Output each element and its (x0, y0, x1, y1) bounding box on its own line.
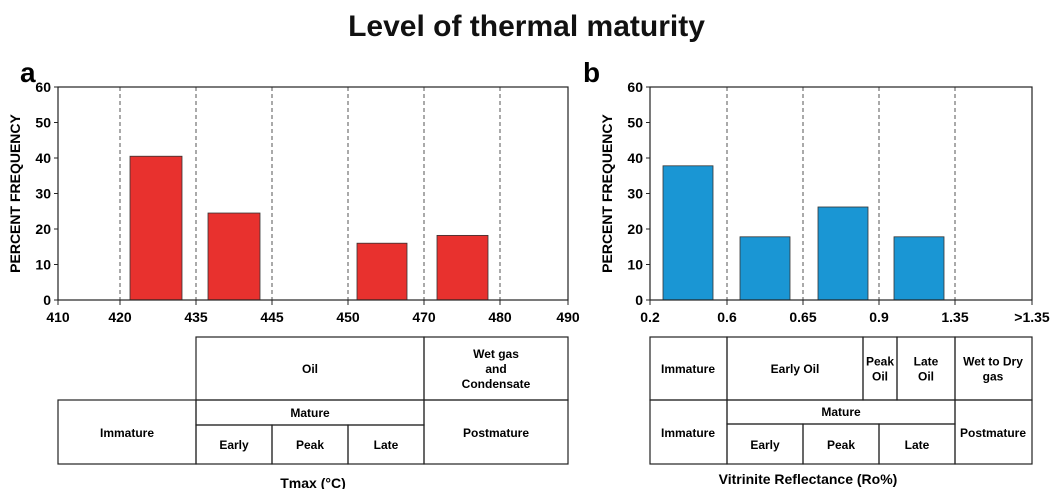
x-tick-label: 480 (488, 309, 512, 325)
y-tick-label: 30 (627, 186, 643, 202)
bar (356, 242, 408, 301)
table-cell-postmature: Postmature (463, 426, 529, 440)
table-cell-oil: Oil (302, 362, 318, 376)
table-cell-mature: Mature (290, 406, 330, 420)
x-tick-label: 0.2 (640, 309, 660, 325)
table-cell-postmature: Postmature (960, 426, 1026, 440)
y-tick-label: 0 (43, 292, 51, 308)
x-tick-label: 0.9 (869, 309, 889, 325)
table-cell (862, 336, 898, 401)
x-tick-label: 450 (336, 309, 360, 325)
y-tick-label: 60 (35, 79, 51, 95)
table-cell-late-oil: Late Oil (914, 355, 939, 384)
bar (207, 212, 261, 301)
bar (436, 234, 489, 301)
table-cell-mature: Mature (821, 405, 861, 419)
bar (129, 155, 183, 301)
table-cell-early-oil: Early Oil (771, 362, 820, 376)
y-tick-label: 40 (35, 150, 51, 166)
table-cell-immature: Immature (100, 426, 154, 440)
table-cell (954, 399, 1033, 465)
table-cell-immature: Immature (661, 426, 715, 440)
panel-letter-a: a (20, 57, 36, 88)
y-tick-label: 30 (35, 186, 51, 202)
x-tick-label: 0.65 (789, 309, 816, 325)
panel-letter-b: b (583, 57, 600, 88)
table-cell-immature-top: Immature (661, 362, 715, 376)
bar (893, 236, 945, 301)
x-axis-label: Vitrinite Reflectance (Ro%) (719, 471, 898, 487)
table-cell-peak-oil: Peak Oil (866, 355, 894, 384)
x-tick-label: 0.6 (717, 309, 737, 325)
bar (739, 236, 791, 301)
y-tick-label: 20 (35, 221, 51, 237)
y-tick-label: 50 (627, 115, 643, 131)
y-axis-label: PERCENT FREQUENCY (7, 113, 23, 272)
x-tick-label: 445 (260, 309, 284, 325)
y-tick-label: 40 (627, 150, 643, 166)
bar (662, 165, 714, 301)
table-cell-early: Early (750, 438, 780, 452)
y-tick-label: 60 (627, 79, 643, 95)
y-tick-label: 10 (35, 257, 51, 273)
y-axis-label: PERCENT FREQUENCY (599, 113, 615, 272)
table-cell-peak: Peak (296, 438, 324, 452)
y-tick-label: 10 (627, 257, 643, 273)
table-cell (423, 399, 569, 465)
table-cell-wet-gas: Wet gas and Condensate (462, 347, 531, 391)
x-tick-label: 420 (108, 309, 132, 325)
y-tick-label: 0 (635, 292, 643, 308)
table-cell-early: Early (219, 438, 249, 452)
x-tick-label: 470 (412, 309, 436, 325)
x-tick-label: 490 (556, 309, 580, 325)
x-tick-label: 435 (184, 309, 208, 325)
table-cell-late: Late (374, 438, 399, 452)
bar (817, 206, 869, 301)
x-tick-label: 410 (46, 309, 70, 325)
x-tick-label: >1.35 (1014, 309, 1050, 325)
table-cell (896, 336, 956, 401)
x-axis-label: Tmax (°C) (280, 475, 346, 489)
y-tick-label: 20 (627, 221, 643, 237)
table-cell-peak: Peak (827, 438, 855, 452)
x-tick-label: 1.35 (941, 309, 968, 325)
page-title: Level of thermal maturity (348, 10, 705, 43)
table-cell-late: Late (905, 438, 930, 452)
table-cell-wet-dry: Wet to Dry gas (963, 355, 1023, 384)
y-tick-label: 50 (35, 115, 51, 131)
table-cell (954, 336, 1033, 401)
